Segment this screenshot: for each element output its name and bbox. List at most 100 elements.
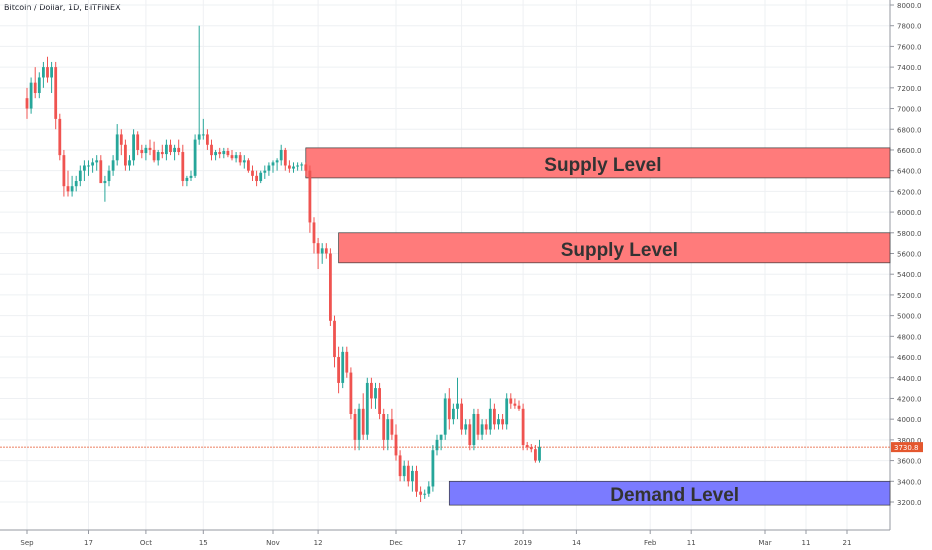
candle-body [173, 147, 176, 153]
candle-body [214, 152, 217, 156]
candle-body [329, 253, 332, 321]
y-tick-label: 3800.0 [897, 437, 922, 445]
y-tick-label: 7400.0 [897, 64, 922, 72]
chart-title: Bitcoin / Dollar, 1D, BITFINEX [4, 3, 121, 12]
candle-body [435, 439, 439, 451]
candle-body [226, 150, 230, 156]
candle-body [46, 67, 49, 78]
x-tick-label: Sep [20, 539, 34, 547]
x-tick-label: 14 [572, 539, 581, 547]
x-tick-label: 2019 [514, 539, 532, 547]
candle-body [115, 134, 119, 161]
candle-body [505, 398, 509, 425]
supply-zone [338, 232, 891, 264]
candle-body [156, 152, 160, 161]
candle-body [480, 424, 484, 435]
candle-body [251, 170, 254, 176]
candle-body [534, 449, 537, 461]
candle-body [181, 152, 185, 182]
y-tick-label: 5800.0 [897, 230, 922, 238]
candle-body [361, 408, 365, 435]
y-tick-label: 6000.0 [897, 209, 922, 217]
candle-body [447, 398, 451, 420]
candle-body [427, 486, 431, 494]
y-tick-label: 5200.0 [897, 292, 922, 300]
candle-body [210, 144, 213, 156]
y-tick-label: 4800.0 [897, 333, 922, 341]
candle-body [390, 419, 394, 435]
candle-body [308, 170, 312, 223]
candle-body [189, 175, 193, 178]
y-tick-label: 4400.0 [897, 375, 922, 383]
candle-body [124, 144, 127, 166]
candle-body [501, 419, 504, 425]
candle-body [70, 186, 74, 192]
candle-body [460, 403, 463, 430]
candle-body [439, 434, 443, 440]
candle-body [525, 445, 529, 448]
candle-body [222, 150, 226, 155]
candle-body [456, 403, 459, 409]
y-tick-label: 3400.0 [897, 478, 922, 486]
x-tick-label: 21 [843, 539, 852, 547]
x-tick-label: Dec [389, 539, 403, 547]
candle-body [382, 413, 386, 440]
candle-body [238, 155, 242, 163]
candle-body [66, 186, 70, 192]
candle-body [300, 164, 304, 166]
candle-body [197, 134, 201, 140]
candle-body [423, 493, 427, 495]
x-tick-label: Oct [140, 539, 152, 547]
candle-body [374, 388, 377, 399]
candle-body [324, 248, 328, 254]
y-tick-label: 3200.0 [897, 499, 922, 507]
candle-body [513, 403, 517, 406]
candle-body [234, 155, 238, 159]
candle-body [144, 147, 148, 154]
candle-body [218, 152, 222, 155]
y-tick-label: 8000.0 [897, 2, 922, 10]
candle-body [402, 465, 406, 477]
y-tick-label: 7000.0 [897, 106, 922, 114]
candle-body [337, 357, 340, 383]
candle-body [353, 413, 357, 440]
candle-body [484, 424, 488, 430]
candle-body [74, 181, 78, 187]
candle-body [521, 408, 525, 446]
y-tick-label: 6400.0 [897, 168, 922, 176]
candle-body [288, 165, 291, 169]
candle-body [476, 413, 480, 435]
x-tick-label: 12 [314, 539, 323, 547]
candle-body [91, 162, 94, 166]
x-tick-label: Nov [266, 539, 280, 547]
candle-body [193, 139, 197, 176]
y-tick-label: 4000.0 [897, 416, 922, 424]
candle-body [304, 164, 308, 171]
y-tick-label: 4200.0 [897, 395, 922, 403]
candle-body [37, 77, 41, 94]
y-tick-label: 3600.0 [897, 458, 922, 466]
candle-body [78, 170, 82, 182]
candle-body [247, 160, 250, 171]
candle-body [386, 419, 390, 440]
candle-body [132, 134, 135, 161]
candle-body [103, 181, 107, 184]
candle-body [107, 170, 111, 182]
candle-body [267, 165, 271, 171]
candle-body [259, 172, 263, 182]
x-tick-label: Feb [644, 539, 657, 547]
candle-body [370, 382, 373, 399]
candle-body [452, 408, 455, 420]
candle-body [201, 134, 205, 136]
candle-body [152, 149, 156, 161]
y-tick-label: 7800.0 [897, 23, 922, 31]
y-tick-label: 6600.0 [897, 147, 922, 155]
candle-body [333, 320, 336, 358]
candle-body [42, 67, 45, 78]
candle-body [365, 382, 369, 435]
candle-body [29, 82, 33, 109]
candle-body [415, 470, 418, 492]
candle-body [128, 160, 131, 166]
candle-body [263, 170, 267, 173]
